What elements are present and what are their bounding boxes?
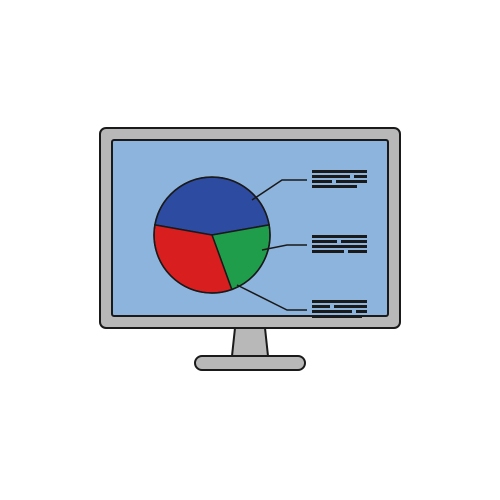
pie-chart	[154, 177, 270, 293]
monitor-stand-neck	[232, 328, 268, 356]
monitor-svg	[90, 118, 410, 378]
monitor-icon	[90, 118, 410, 383]
monitor-stand-base	[195, 356, 305, 370]
